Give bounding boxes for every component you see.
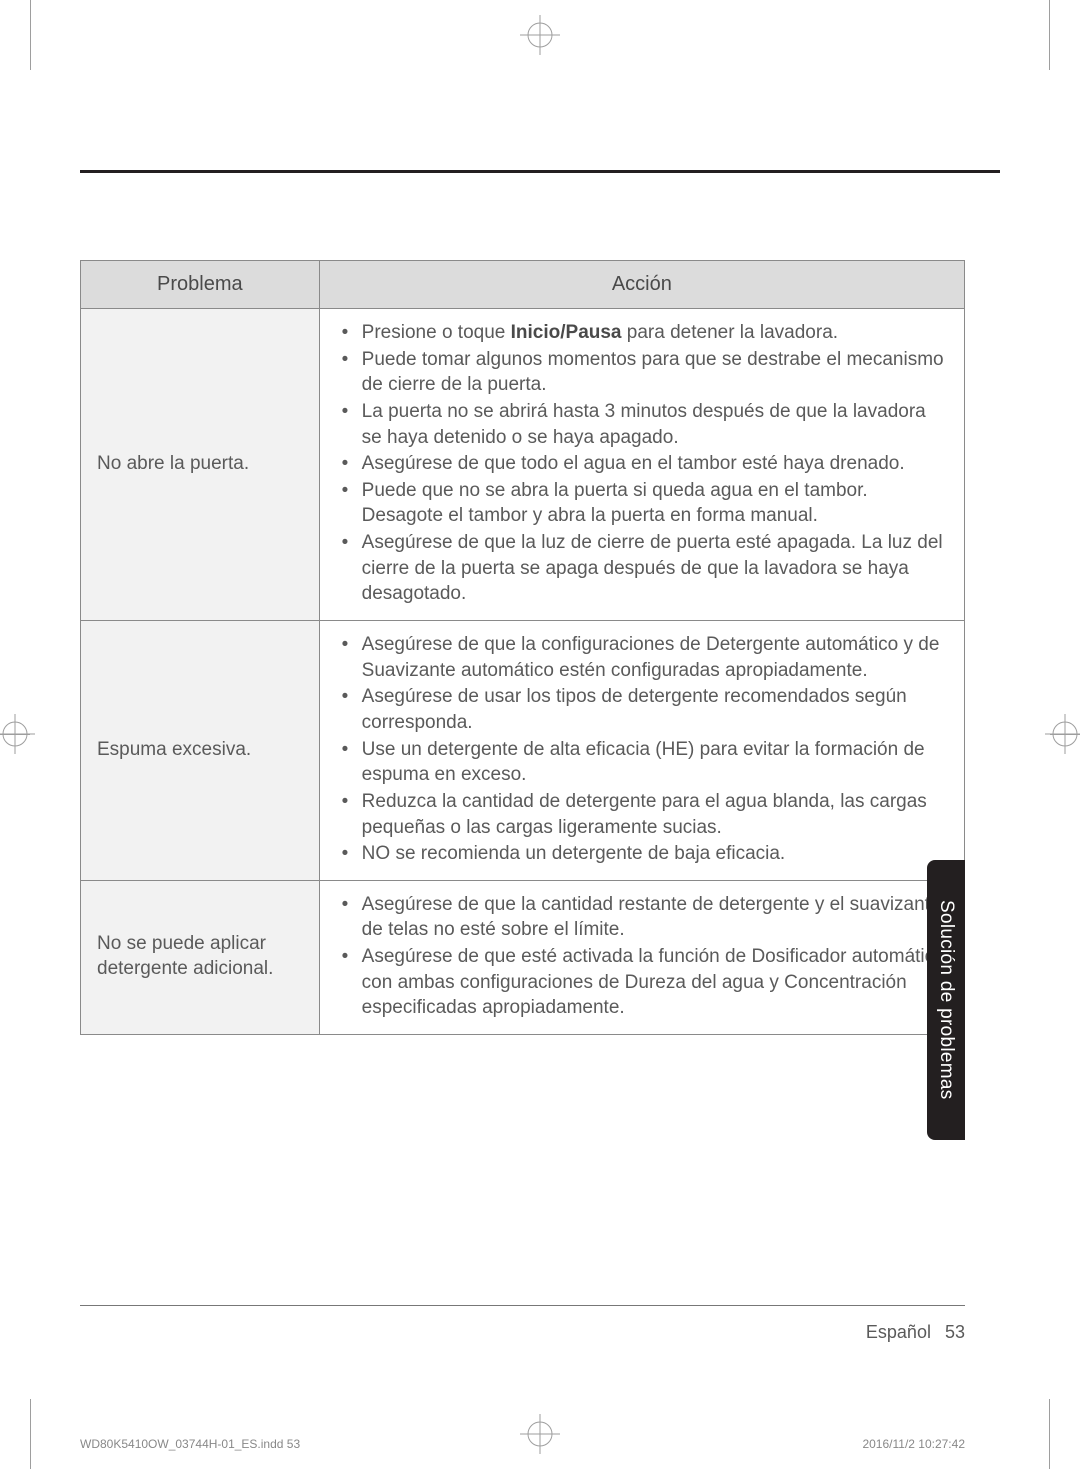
action-text-bold: Inicio/Pausa [511,322,622,343]
problem-cell: Espuma excesiva. [81,621,320,881]
action-text-pre: Presione o toque [362,322,511,343]
table-row: Espuma excesiva. Asegúrese de que la conf… [81,621,965,881]
action-list: Asegúrese de que la configuraciones de D… [336,632,948,867]
action-item: Asegúrese de que la configuraciones de D… [336,632,948,683]
troubleshoot-table-wrap: Problema Acción No abre la puerta. Presio… [80,260,965,1035]
footer-timestamp: 2016/11/2 10:27:42 [862,1437,965,1451]
section-side-tab: Solución de problemas [927,860,965,1140]
action-item: Asegúrese de que la luz de cierre de pue… [336,530,948,607]
action-cell: Asegúrese de que la cantidad restante de… [319,880,964,1034]
action-item: Asegúrese de usar los tipos de detergent… [336,684,948,735]
action-item: Use un detergente de alta eficacia (HE) … [336,737,948,788]
side-tab-label: Solución de problemas [935,900,957,1100]
action-item: Asegúrese de que todo el agua en el tamb… [336,451,948,477]
section-top-rule [80,170,1000,173]
action-text-post: para detener la lavadora. [622,322,839,343]
problem-cell: No se puede aplicar detergente adicional… [81,880,320,1034]
action-item: Puede que no se abra la puerta si queda … [336,478,948,529]
crop-mark [1049,0,1050,70]
action-item: NO se recomienda un detergente de baja e… [336,841,948,867]
problem-cell: No abre la puerta. [81,309,320,621]
action-item: Puede tomar algunos momentos para que se… [336,347,948,398]
table-row: No se puede aplicar detergente adicional… [81,880,965,1034]
action-cell: Asegúrese de que la configuraciones de D… [319,621,964,881]
action-item: Presione o toque Inicio/Pausa para deten… [336,320,948,346]
page-label: Español 53 [866,1322,965,1343]
action-list: Asegúrese de que la cantidad restante de… [336,892,948,1021]
registration-mark-icon [0,714,35,754]
footer-indd: WD80K5410OW_03744H-01_ES.indd 53 [80,1437,300,1451]
troubleshoot-table: Problema Acción No abre la puerta. Presio… [80,260,965,1035]
crop-mark [1049,1399,1050,1469]
crop-mark [30,1399,31,1469]
crop-mark [30,0,31,70]
table-row: No abre la puerta. Presione o toque Inici… [81,309,965,621]
registration-mark-icon [1045,714,1080,754]
footer-rule [80,1305,965,1306]
page-number: 53 [945,1322,965,1342]
action-item: La puerta no se abrirá hasta 3 minutos d… [336,399,948,450]
col-header-problema: Problema [81,261,320,309]
action-cell: Presione o toque Inicio/Pausa para deten… [319,309,964,621]
col-header-accion: Acción [319,261,964,309]
action-item: Asegúrese de que esté activada la funció… [336,944,948,1021]
page-content: Problema Acción No abre la puerta. Presio… [80,0,1000,1469]
action-list: Presione o toque Inicio/Pausa para deten… [336,320,948,607]
page-language: Español [866,1322,931,1342]
action-item: Reduzca la cantidad de detergente para e… [336,789,948,840]
action-item: Asegúrese de que la cantidad restante de… [336,892,948,943]
